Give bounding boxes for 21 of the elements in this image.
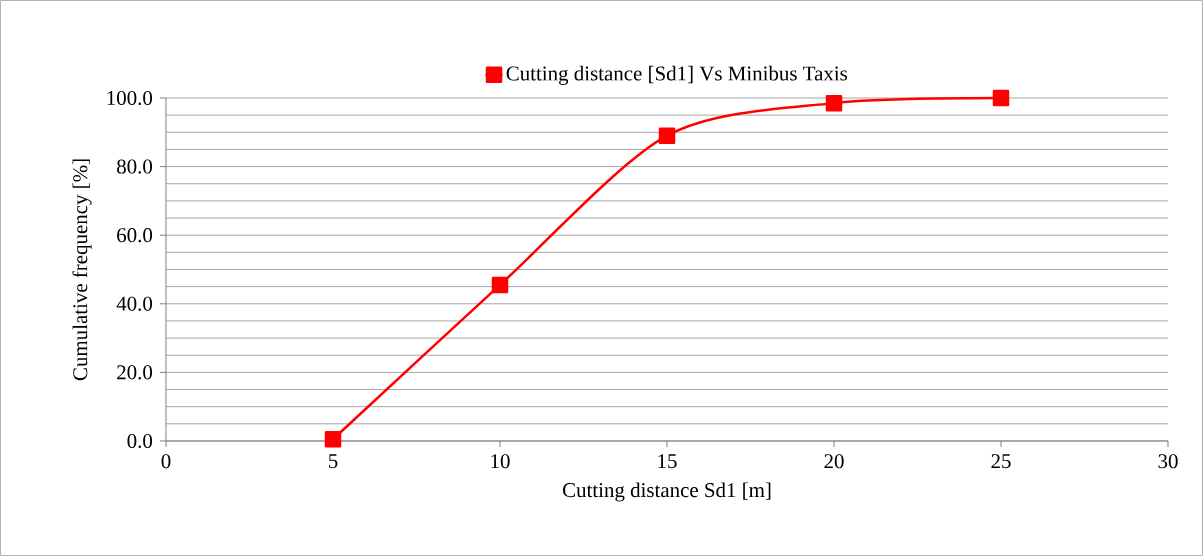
x-tick-label: 30 (1158, 454, 1178, 469)
x-axis-title: Cutting distance Sd1 [m] (562, 482, 771, 502)
x-tick-label: 10 (491, 454, 510, 469)
point (324, 431, 342, 448)
point (825, 94, 843, 112)
legend-label: Cutting distance [Sd1] Vs Minibus Taxis (506, 65, 848, 85)
y-axis-title: Cumulative frequency [%] (72, 159, 92, 381)
y-tick-label: 20.0 (117, 365, 153, 380)
point (658, 127, 676, 144)
point (992, 89, 1010, 107)
x-tick-label: 15 (658, 454, 677, 469)
x-tick-label: 5 (329, 454, 338, 469)
y-tick-label: 80.0 (117, 159, 153, 174)
y-tick-label: 0.0 (127, 433, 153, 449)
x-tick-label: 0 (161, 454, 171, 469)
x-tick-label: 20 (824, 454, 844, 469)
y-tick-label: 100.0 (107, 90, 153, 106)
x-tick-label: 25 (991, 454, 1011, 469)
y-tick-label: 60.0 (117, 228, 153, 243)
point (491, 276, 509, 294)
y-tick-label: 40.0 (116, 296, 153, 311)
